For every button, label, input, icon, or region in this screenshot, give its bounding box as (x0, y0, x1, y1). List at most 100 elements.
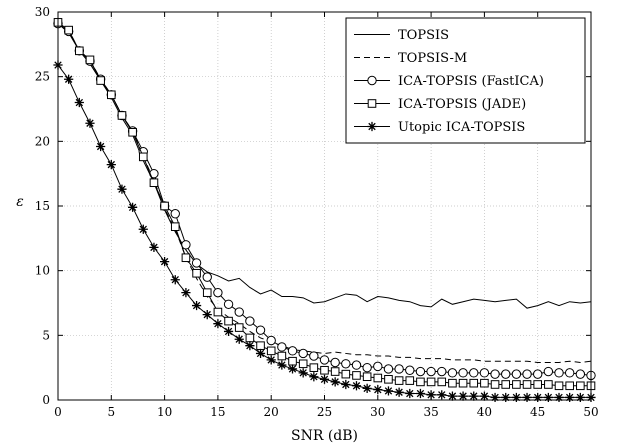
data-point-circle (223, 299, 234, 309)
data-point-star (522, 392, 532, 403)
data-point-square (149, 178, 159, 188)
data-point-square (75, 46, 84, 56)
x-tick-label: 35 (423, 405, 438, 419)
data-point-circle (522, 369, 532, 379)
data-point-star (160, 257, 170, 267)
data-point-star (447, 391, 458, 401)
data-point-square (544, 380, 553, 389)
data-point-circle (341, 359, 351, 369)
data-point-star (373, 385, 383, 395)
data-point-square (367, 99, 377, 108)
data-point-circle (330, 357, 340, 368)
data-point-circle (202, 272, 212, 282)
data-point-square (576, 381, 585, 391)
data-point-square (352, 371, 361, 380)
data-point-star (74, 97, 84, 108)
data-point-circle (447, 368, 458, 378)
data-point-circle (437, 366, 447, 377)
axis-ticks: 0 5 10 15 20 25 30 35 40 45 50 0 5 10 15 20 25 30 (35, 5, 599, 419)
data-point-square (437, 377, 447, 387)
y-tick-label: 0 (42, 393, 50, 407)
y-tick-label: 5 (42, 328, 50, 342)
data-point-square (426, 377, 436, 387)
data-point-star (319, 374, 330, 384)
data-point-square (128, 127, 137, 137)
data-point-star (405, 388, 415, 399)
data-point-star (351, 381, 362, 391)
data-point-square (362, 372, 372, 382)
data-point-circle (373, 361, 383, 372)
legend-label: TOPSIS (398, 28, 449, 43)
legend-label: ICA-TOPSIS (JADE) (398, 97, 526, 112)
data-point-star (213, 319, 223, 329)
data-point-circle (479, 368, 490, 378)
y-tick-label: 20 (35, 134, 50, 148)
x-tick-label: 40 (477, 405, 492, 419)
data-point-square (309, 363, 319, 372)
data-point-star (511, 392, 521, 403)
data-point-star (330, 377, 340, 387)
data-point-square (85, 55, 95, 65)
data-point-square (256, 341, 265, 350)
data-point-square (245, 333, 255, 343)
data-point-square (64, 25, 73, 35)
data-point-star (437, 390, 447, 400)
data-point-square (480, 378, 489, 388)
x-tick-label: 45 (530, 405, 545, 419)
data-point-square (320, 365, 329, 375)
legend-label: ICA-TOPSIS (FastICA) (398, 74, 544, 89)
data-point-star (469, 391, 479, 401)
data-point-square (138, 152, 148, 162)
data-point-circle (575, 369, 586, 379)
x-axis-label: SNR (dB) (291, 428, 358, 444)
data-point-circle (277, 342, 287, 352)
data-point-square (490, 380, 500, 389)
data-point-star (181, 288, 191, 298)
data-point-square (330, 367, 340, 376)
y-tick-label: 15 (35, 199, 50, 213)
data-point-circle (319, 355, 330, 365)
data-point-square (213, 307, 223, 317)
data-point-circle (383, 364, 394, 374)
data-point-square (266, 346, 276, 356)
x-tick-label: 15 (210, 405, 225, 419)
data-point-square (554, 381, 564, 391)
data-point-star (117, 184, 127, 194)
data-point-star (266, 355, 276, 365)
data-point-circle (469, 368, 479, 378)
data-point-circle (458, 368, 468, 378)
series-line-topsis (57, 23, 592, 309)
data-point-circle (405, 365, 415, 375)
data-point-star (85, 118, 95, 128)
data-point-square (405, 376, 415, 385)
y-tick-label: 10 (35, 264, 50, 278)
data-point-square (416, 377, 425, 387)
data-point-circle (170, 209, 180, 219)
legend-item: ICA-TOPSIS (FastICA) (354, 74, 544, 89)
data-point-square (234, 323, 244, 332)
data-point-star (277, 360, 287, 370)
data-point-star (138, 224, 148, 234)
data-point-circle (362, 362, 372, 373)
data-point-circle (191, 258, 202, 268)
x-tick-label: 10 (157, 405, 172, 419)
data-point-star (191, 300, 202, 311)
data-point-star (501, 392, 511, 403)
data-point-square (384, 375, 393, 384)
x-tick-label: 50 (583, 405, 598, 419)
data-point-square (448, 378, 457, 388)
legend-item: Utopic ICA-TOPSIS (354, 120, 525, 135)
data-point-square (501, 380, 511, 389)
data-point-star (234, 334, 244, 344)
data-point-square (277, 351, 287, 361)
y-axis-label: ε (16, 194, 24, 210)
data-point-circle (543, 366, 554, 377)
data-point-star (367, 121, 377, 132)
data-point-circle (426, 366, 436, 377)
data-point-circle (234, 307, 244, 317)
legend-item: TOPSIS-M (354, 51, 467, 66)
data-point-square (117, 111, 127, 120)
data-point-star (394, 387, 404, 397)
data-point-star (309, 372, 319, 382)
data-point-star (223, 326, 234, 337)
